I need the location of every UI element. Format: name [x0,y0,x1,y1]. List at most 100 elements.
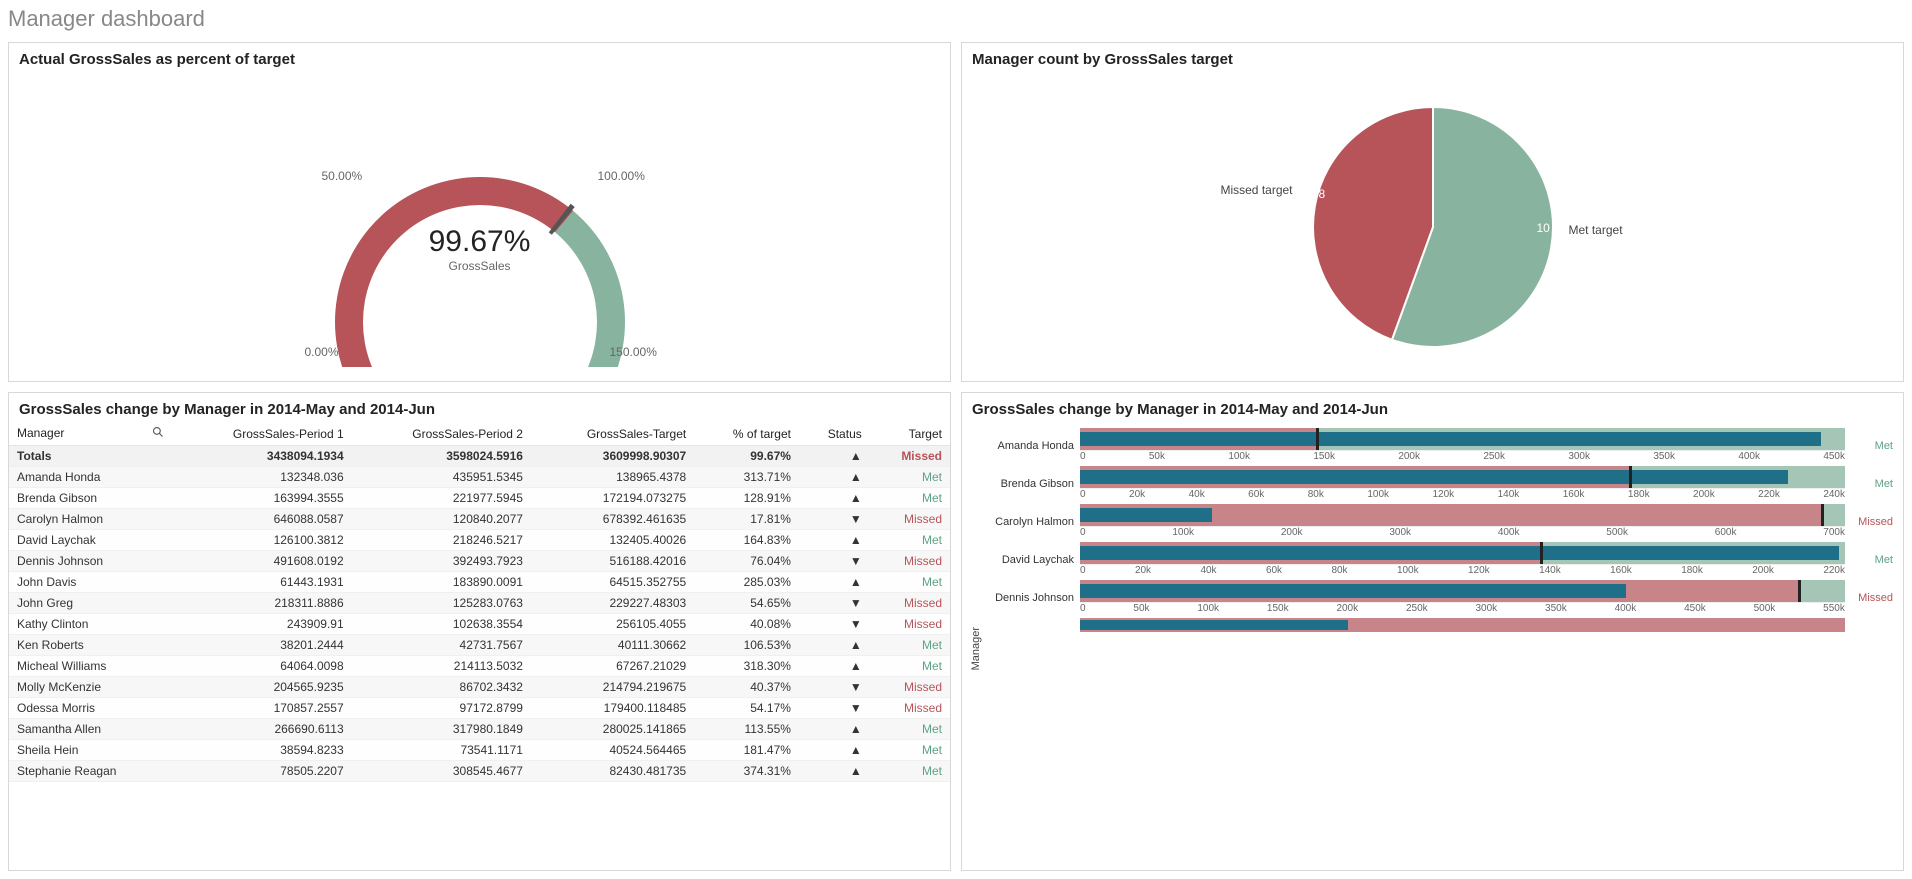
manager-table[interactable]: ManagerGrossSales-Period 1GrossSales-Per… [9,422,950,782]
table-header[interactable]: Status [799,422,870,446]
target-status: Met [870,572,950,593]
target-status: Met [870,761,950,782]
status-arrow-icon [799,656,870,677]
table-panel: GrossSales change by Manager in 2014-May… [8,392,951,871]
bullet-row-label: Carolyn Halmon [984,504,1080,540]
bullet-row[interactable]: Carolyn Halmon0100k200k300k400k500k600k7… [984,504,1897,540]
target-status: Missed [870,677,950,698]
table-row[interactable]: Dennis Johnson491608.0192392493.79235161… [9,551,950,572]
status-arrow-icon [799,593,870,614]
bullet-axis: 020k40k60k80k100k120k140k160k180k200k220… [1080,488,1845,502]
status-arrow-icon [799,509,870,530]
target-status: Missed [870,614,950,635]
target-status: Met [870,467,950,488]
bullet-axis: 050k100k150k200k250k300k350k400k450k500k… [1080,602,1845,616]
pie-chart[interactable]: Missed target Met target 8 10 [1273,87,1593,367]
page-title: Manager dashboard [0,0,1912,42]
table-row[interactable]: Sheila Hein38594.823373541.117140524.564… [9,740,950,761]
bullet-value-bar [1080,584,1626,598]
pie-panel: Manager count by GrossSales target Misse… [961,42,1904,382]
bullet-row[interactable]: David Laychak020k40k60k80k100k120k140k16… [984,542,1897,578]
table-title: GrossSales change by Manager in 2014-May… [9,393,950,422]
pie-title: Manager count by GrossSales target [962,43,1903,72]
bullet-row-label: David Laychak [984,542,1080,578]
status-arrow-icon [799,467,870,488]
table-header[interactable]: Target [870,422,950,446]
bullet-status: Met [1845,542,1897,578]
target-status: Met [870,530,950,551]
bullet-row[interactable]: Amanda Honda050k100k150k200k250k300k350k… [984,428,1897,464]
status-arrow-icon [799,719,870,740]
bullet-status: Missed [1845,580,1897,616]
table-row[interactable]: Odessa Morris170857.255797172.8799179400… [9,698,950,719]
bullet-axis: 050k100k150k200k250k300k350k400k450k [1080,450,1845,464]
table-row[interactable]: Molly McKenzie204565.923586702.343221479… [9,677,950,698]
table-row[interactable]: Micheal Williams64064.0098214113.5032672… [9,656,950,677]
table-header[interactable]: GrossSales-Period 2 [352,422,531,446]
target-status: Missed [870,509,950,530]
status-arrow-icon [799,635,870,656]
table-row[interactable]: David Laychak126100.3812218246.521713240… [9,530,950,551]
bars-panel: GrossSales change by Manager in 2014-May… [961,392,1904,871]
table-header[interactable]: Manager [9,422,172,446]
bullet-row-label: Brenda Gibson [984,466,1080,502]
table-header[interactable]: GrossSales-Period 1 [172,422,351,446]
bullet-row-label: Dennis Johnson [984,580,1080,616]
target-status: Missed [870,446,950,467]
search-icon[interactable] [152,426,164,441]
bullet-row [984,618,1897,632]
gauge-mid-label: 50.00% [322,169,363,183]
table-row[interactable]: Kathy Clinton243909.91102638.3554256105.… [9,614,950,635]
target-status: Missed [870,551,950,572]
table-header[interactable]: GrossSales-Target [531,422,694,446]
target-status: Met [870,635,950,656]
bullet-status: Met [1845,428,1897,464]
target-status: Met [870,488,950,509]
status-arrow-icon [799,614,870,635]
table-row[interactable]: Carolyn Halmon646088.0587120840.20776783… [9,509,950,530]
table-row[interactable]: Samantha Allen266690.6113317980.18492800… [9,719,950,740]
pie-slice-count-missed: 8 [1319,187,1326,201]
pie-slice-label-met: Met target [1569,223,1623,237]
bars-title: GrossSales change by Manager in 2014-May… [962,393,1903,422]
table-row[interactable]: John Greg218311.8886125283.0763229227.48… [9,593,950,614]
bullet-target-marker [1798,580,1801,602]
gauge-max-label: 150.00% [610,345,657,359]
table-totals-row: Totals3438094.19343598024.59163609998.90… [9,446,950,467]
target-status: Missed [870,698,950,719]
status-arrow-icon [799,551,870,572]
bullet-status: Missed [1845,504,1897,540]
target-status: Met [870,719,950,740]
bullet-axis: 0100k200k300k400k500k600k700k [1080,526,1845,540]
bullet-value-bar [1080,546,1839,560]
table-row[interactable]: Stephanie Reagan78505.2207308545.4677824… [9,761,950,782]
pie-slice-count-met: 10 [1537,221,1550,235]
table-row[interactable]: Brenda Gibson163994.3555221977.594517219… [9,488,950,509]
gauge-title: Actual GrossSales as percent of target [9,43,950,72]
target-status: Missed [870,593,950,614]
bullet-row[interactable]: Brenda Gibson020k40k60k80k100k120k140k16… [984,466,1897,502]
bullet-value-bar [1080,432,1821,446]
gauge-panel: Actual GrossSales as percent of target 9… [8,42,951,382]
bullet-target-marker [1629,466,1632,488]
table-row[interactable]: Ken Roberts38201.244442731.756740111.306… [9,635,950,656]
status-arrow-icon [799,572,870,593]
gauge-min-label: 0.00% [305,345,339,359]
gauge-sub-label: GrossSales [429,259,531,273]
bullet-target-marker [1821,504,1824,526]
bars-y-axis-label: Manager [968,627,984,670]
gauge-target-label: 100.00% [598,169,645,183]
gauge-chart[interactable]: 99.67% GrossSales 0.00% 50.00% 100.00% 1… [250,87,710,367]
bullet-row[interactable]: Dennis Johnson050k100k150k200k250k300k35… [984,580,1897,616]
bullet-target-marker [1316,428,1319,450]
status-arrow-icon [799,488,870,509]
pie-slice-label-missed: Missed target [1193,183,1293,197]
table-header[interactable]: % of target [694,422,799,446]
table-row[interactable]: John Davis61443.1931183890.009164515.352… [9,572,950,593]
bullet-value-bar [1080,470,1788,484]
bullet-chart[interactable]: Amanda Honda050k100k150k200k250k300k350k… [984,428,1897,870]
table-row[interactable]: Amanda Honda132348.036435951.5345138965.… [9,467,950,488]
status-arrow-icon [799,740,870,761]
target-status: Met [870,656,950,677]
status-arrow-icon [799,761,870,782]
